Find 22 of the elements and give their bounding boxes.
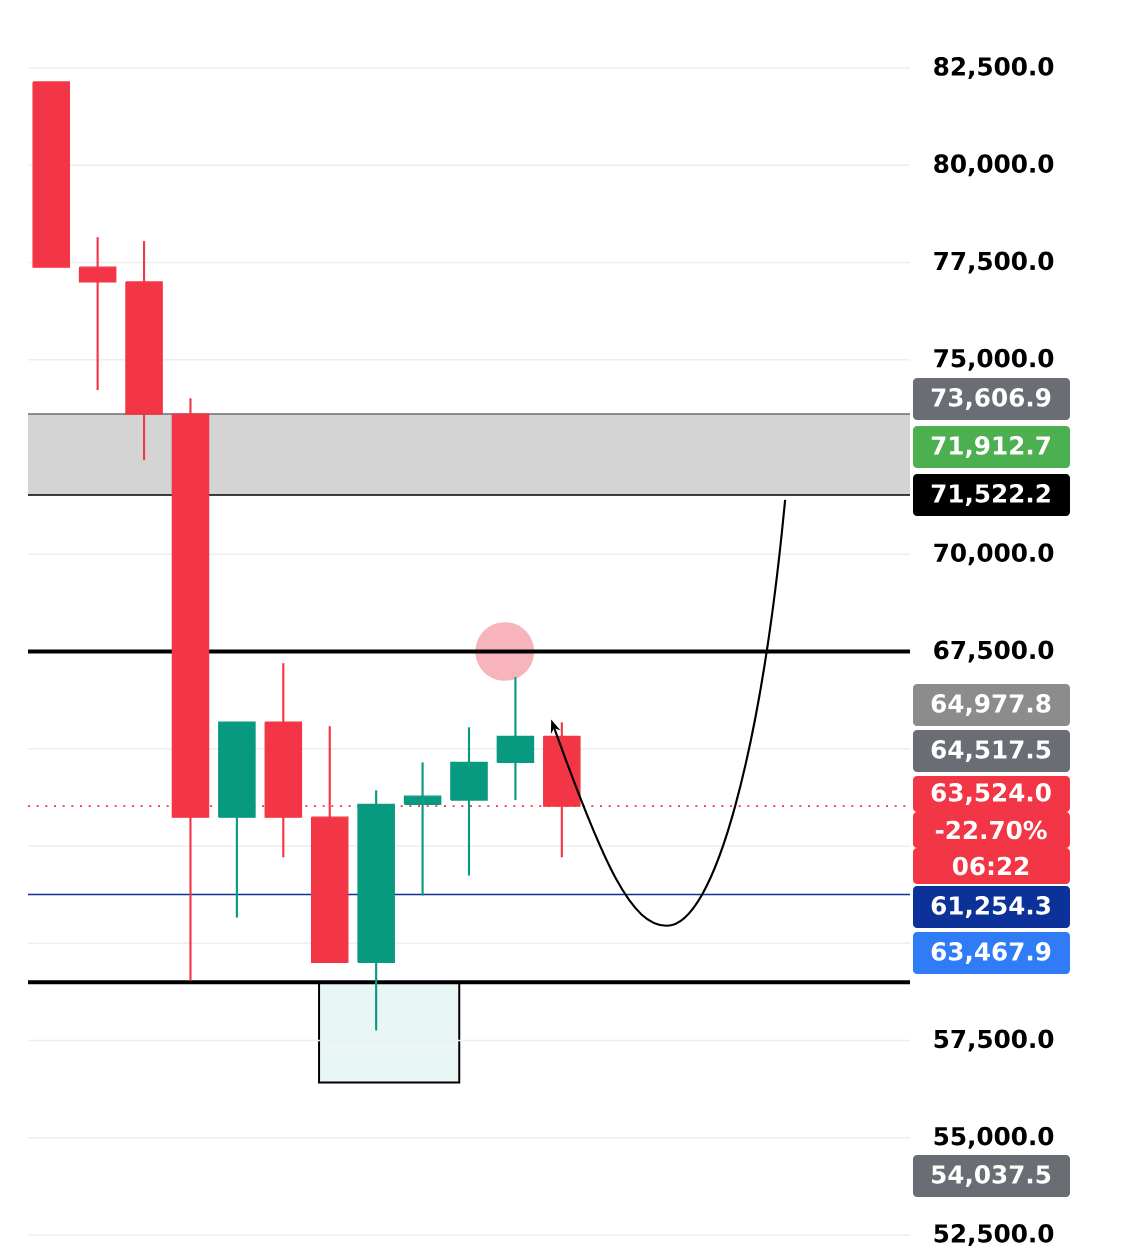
y-tick-label: 82,500.0 [934,57,1054,79]
y-tick-label: 57,500.0 [934,1029,1054,1052]
text: 63,467.9 [931,942,1051,964]
y-tick-label: 55,000.0 [934,1126,1054,1149]
text: 71,912.7 [931,436,1050,458]
y-tick-label: 67,500.0 [934,640,1054,663]
candlestick [78,236,117,392]
ref-line-label: 61,254.3 [931,896,1050,918]
text: -22.70% [935,820,1047,840]
ref-line-label: 71,522.2 [931,484,1050,506]
text: 06:22 [952,856,1029,876]
text: 64,977.8 [931,694,1051,716]
ref-line-label: 63,524.0 [931,783,1051,805]
text: 64,517.5 [931,740,1051,762]
text: 54,037.5 [932,1165,1051,1187]
y-tick-label: 77,500.0 [934,251,1054,274]
y-tick-label: 80,000.0 [934,154,1054,177]
y-tick-label: 70,000.0 [934,543,1054,566]
ref-line-label: 73,606.9 [931,388,1051,410]
candlestick [403,761,442,897]
y-tick-label: 75,000.0 [934,348,1054,371]
y-tick-label: 52,500.0 [934,1224,1054,1246]
